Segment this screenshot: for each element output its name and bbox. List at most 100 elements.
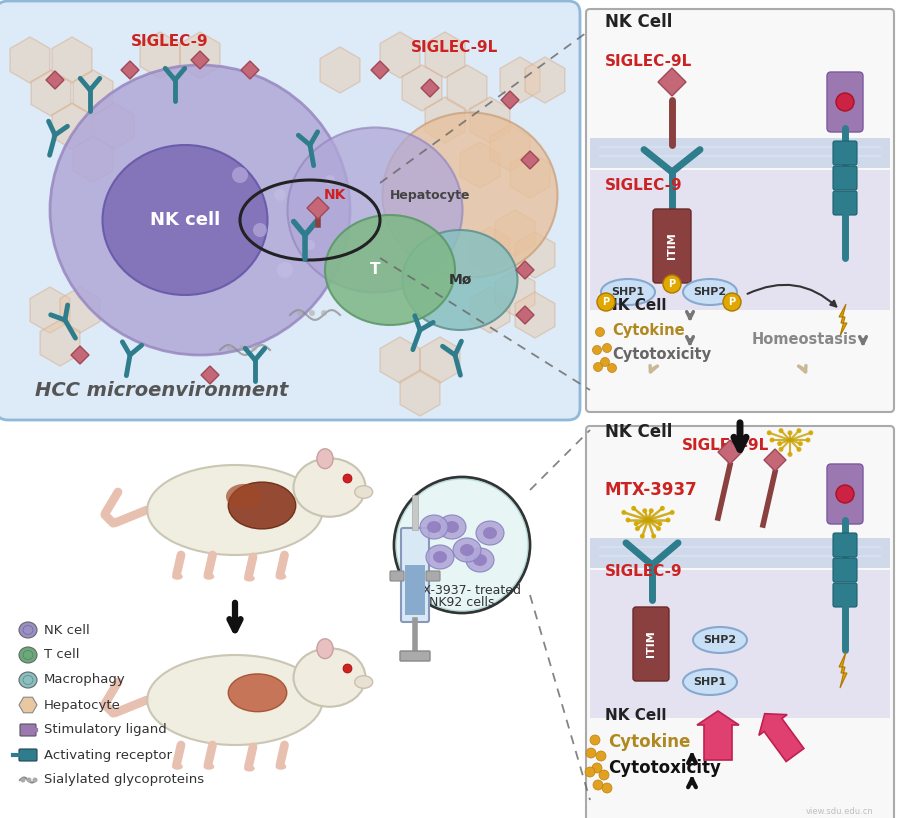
Text: MTX-3937- treated: MTX-3937- treated (403, 583, 520, 596)
Text: SHP1: SHP1 (693, 677, 726, 687)
Text: Cytotoxicity: Cytotoxicity (612, 348, 711, 362)
FancyBboxPatch shape (590, 570, 890, 718)
FancyBboxPatch shape (827, 72, 863, 132)
Polygon shape (380, 337, 420, 383)
Polygon shape (241, 61, 259, 79)
Polygon shape (470, 227, 510, 273)
Polygon shape (191, 51, 209, 69)
Ellipse shape (203, 763, 214, 770)
FancyBboxPatch shape (390, 571, 404, 581)
Ellipse shape (275, 573, 286, 580)
Text: SHP2: SHP2 (704, 635, 736, 645)
Ellipse shape (355, 676, 373, 688)
Circle shape (649, 508, 653, 513)
Polygon shape (510, 152, 550, 198)
Polygon shape (516, 306, 534, 324)
FancyBboxPatch shape (833, 558, 857, 582)
Polygon shape (121, 61, 139, 79)
Text: SIGLEC-9L: SIGLEC-9L (682, 438, 770, 452)
Ellipse shape (325, 215, 455, 325)
Text: Activating receptor: Activating receptor (44, 748, 172, 762)
Circle shape (586, 748, 596, 758)
Circle shape (239, 345, 245, 351)
Text: NK cell: NK cell (150, 211, 220, 229)
Polygon shape (46, 71, 64, 89)
Circle shape (634, 526, 640, 531)
Ellipse shape (172, 763, 183, 770)
Polygon shape (658, 68, 686, 96)
Text: SIGLEC-9: SIGLEC-9 (605, 564, 682, 579)
Ellipse shape (19, 622, 37, 638)
Text: NK92 cells: NK92 cells (429, 596, 495, 609)
Text: ITIM: ITIM (646, 631, 656, 658)
Circle shape (343, 664, 352, 673)
Circle shape (798, 441, 803, 446)
Ellipse shape (172, 573, 183, 580)
FancyBboxPatch shape (590, 138, 890, 168)
Ellipse shape (683, 669, 737, 695)
Text: view.sdu.edu.cn: view.sdu.edu.cn (806, 807, 874, 816)
Ellipse shape (148, 465, 323, 555)
Circle shape (656, 526, 662, 531)
Circle shape (297, 310, 303, 316)
Polygon shape (40, 320, 80, 366)
Ellipse shape (244, 766, 255, 771)
Circle shape (778, 447, 784, 452)
Polygon shape (425, 97, 465, 143)
FancyBboxPatch shape (590, 170, 890, 310)
Ellipse shape (23, 676, 33, 685)
Circle shape (253, 223, 267, 237)
Ellipse shape (355, 486, 373, 498)
Polygon shape (201, 366, 219, 384)
Ellipse shape (473, 554, 487, 566)
FancyBboxPatch shape (833, 191, 857, 215)
Ellipse shape (683, 279, 737, 305)
Ellipse shape (426, 545, 454, 569)
FancyBboxPatch shape (586, 426, 894, 818)
Circle shape (643, 508, 647, 513)
Text: Cytokine: Cytokine (612, 322, 685, 338)
Circle shape (777, 441, 782, 446)
FancyBboxPatch shape (633, 607, 669, 681)
Circle shape (723, 293, 741, 311)
Text: Cytokine: Cytokine (608, 733, 690, 751)
Circle shape (808, 430, 814, 435)
Ellipse shape (460, 544, 474, 556)
Text: Stimulatory ligand: Stimulatory ligand (44, 723, 166, 736)
Circle shape (608, 363, 616, 372)
Circle shape (778, 428, 784, 434)
Circle shape (663, 275, 681, 293)
Polygon shape (839, 652, 847, 688)
Polygon shape (764, 449, 786, 471)
FancyBboxPatch shape (827, 464, 863, 524)
Polygon shape (500, 57, 540, 103)
Circle shape (767, 430, 771, 435)
Polygon shape (60, 287, 100, 333)
Polygon shape (400, 370, 440, 416)
Circle shape (321, 310, 327, 316)
Polygon shape (371, 61, 389, 79)
Circle shape (600, 357, 609, 366)
Polygon shape (515, 292, 555, 338)
Circle shape (806, 438, 811, 443)
Circle shape (640, 533, 644, 538)
Polygon shape (73, 136, 112, 182)
Circle shape (593, 362, 602, 371)
Circle shape (274, 189, 286, 201)
Circle shape (593, 780, 603, 790)
FancyBboxPatch shape (400, 651, 430, 661)
Ellipse shape (445, 521, 459, 533)
Circle shape (590, 735, 600, 745)
Circle shape (657, 521, 662, 526)
FancyBboxPatch shape (405, 565, 425, 615)
Ellipse shape (466, 548, 494, 572)
Polygon shape (52, 103, 92, 149)
Circle shape (788, 430, 793, 435)
Text: SHP2: SHP2 (693, 287, 726, 297)
Ellipse shape (229, 482, 296, 529)
Ellipse shape (476, 521, 504, 545)
FancyBboxPatch shape (833, 583, 857, 607)
Text: Mø: Mø (448, 273, 472, 287)
Ellipse shape (50, 65, 350, 355)
Ellipse shape (427, 521, 441, 533)
